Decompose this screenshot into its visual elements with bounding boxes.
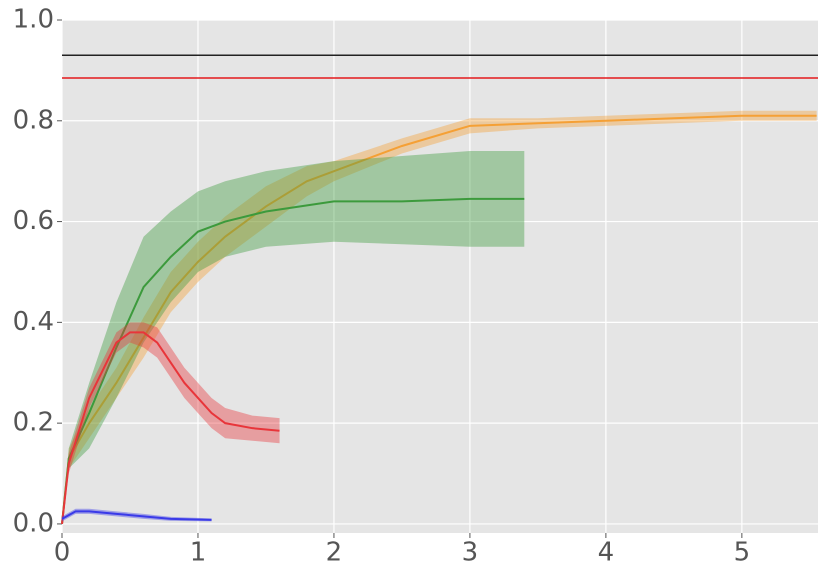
confidence-band	[62, 110, 817, 524]
line	[61, 510, 212, 521]
x-tick-label: 4	[598, 538, 615, 568]
x-tick-label: 0	[54, 538, 71, 568]
plot-area	[62, 20, 818, 533]
y-tick-label: 0.6	[13, 206, 54, 236]
y-tick-label: 0.2	[13, 408, 54, 438]
y-tick-label: 0.0	[13, 508, 54, 538]
line	[61, 331, 280, 525]
line	[61, 114, 817, 525]
x-tick-label: 2	[326, 538, 343, 568]
confidence-band	[62, 151, 525, 524]
x-tick-label: 5	[734, 538, 751, 568]
x-tick-label: 3	[462, 538, 479, 568]
y-tick-label: 1.0	[13, 5, 54, 35]
y-tick-label: 0.8	[13, 105, 54, 135]
line	[61, 197, 525, 525]
x-tick-label: 1	[190, 538, 207, 568]
y-tick-label: 0.4	[13, 307, 54, 337]
